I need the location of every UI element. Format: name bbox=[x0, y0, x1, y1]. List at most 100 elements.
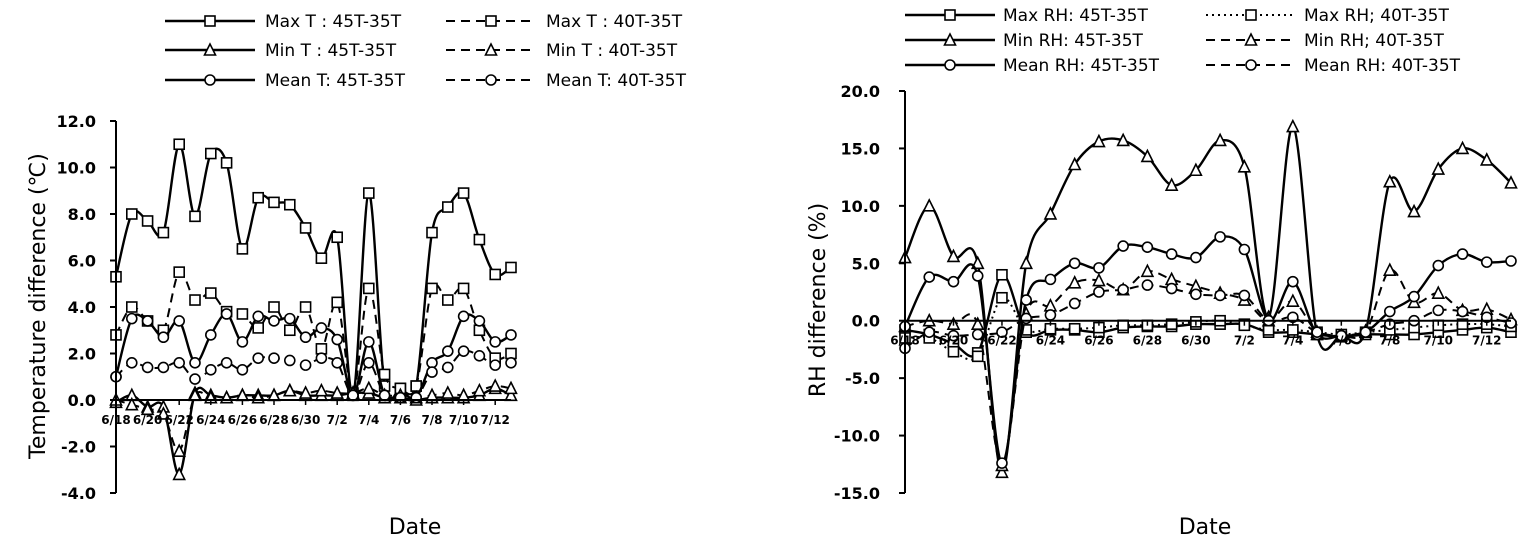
rh-x-tick-label: 7/12 bbox=[1472, 334, 1501, 348]
temperature-series-4-point-11 bbox=[283, 312, 296, 325]
rh-series-2-point-9 bbox=[1116, 132, 1130, 147]
temperature-series-3-point-14 bbox=[330, 385, 344, 399]
temperature-series-1-point-1 bbox=[126, 301, 138, 313]
temperature-series-5-point-16 bbox=[362, 356, 375, 369]
temperature-series-3-point-2 bbox=[140, 401, 155, 416]
rh-series-4-point-25 bbox=[1505, 255, 1517, 267]
rh-x-tick-label: 6/28 bbox=[1133, 334, 1162, 348]
rh-series-5-point-11 bbox=[1165, 282, 1178, 295]
temperature-series-line-0 bbox=[114, 143, 512, 402]
temperature-series-1-point-21 bbox=[441, 294, 454, 306]
temperature-series-4-point-25 bbox=[505, 329, 517, 341]
temperature-series-5-point-23 bbox=[473, 350, 486, 362]
rh-series-5-point-13 bbox=[1214, 289, 1226, 302]
temperature-series-4-point-14 bbox=[331, 333, 344, 346]
temperature-series-3-point-23 bbox=[472, 382, 487, 397]
temperature-x-tick-label: 7/8 bbox=[421, 413, 442, 427]
temperature-y-tick-label: 0.0 bbox=[68, 391, 96, 410]
temperature-series-1-point-14 bbox=[331, 296, 344, 309]
rh-legend-marker-4 bbox=[944, 59, 956, 71]
temperature-series-3-point-11 bbox=[283, 382, 297, 397]
temperature-series-0-point-22 bbox=[457, 187, 470, 199]
temperature-series-1-point-11 bbox=[283, 324, 296, 337]
temperature-series-3-point-12 bbox=[298, 385, 313, 399]
rh-legend-marker-5 bbox=[1245, 59, 1257, 71]
rh-axes: -15.0 -10.0 -5.0 0.0 5.0 10.0 15.0 20.0 6/18 6/20… bbox=[834, 82, 1511, 503]
temperature-series-1-point-6 bbox=[205, 287, 217, 299]
temperature-series-0-point-5 bbox=[189, 210, 201, 223]
temperature-series-4-point-7 bbox=[220, 308, 233, 320]
temperature-series-3-point-4 bbox=[172, 443, 186, 457]
rh-legend-label-3: Min RH; 40T-35T bbox=[1304, 31, 1445, 51]
temperature-x-tick-label: 7/6 bbox=[390, 413, 411, 427]
rh-legend-label-0: Max RH: 45T-35T bbox=[1003, 6, 1148, 26]
temperature-series-0-point-6 bbox=[205, 147, 217, 160]
temperature-series-4-point-3 bbox=[157, 331, 170, 344]
rh-series-2-point-5 bbox=[1019, 255, 1033, 270]
rh-series-5-point-23 bbox=[1456, 305, 1469, 318]
rh-series-2-point-22 bbox=[1431, 161, 1446, 175]
rh-series-2-point-2 bbox=[946, 248, 961, 263]
rh-y-axis-title: RH difference (%) bbox=[806, 203, 831, 397]
rh-series-line-4 bbox=[903, 235, 1512, 465]
temperature-x-axis-title: Date bbox=[389, 515, 442, 540]
rh-legend-label-5: Mean RH: 40T-35T bbox=[1304, 56, 1461, 76]
rh-y-tick-label: 5.0 bbox=[852, 254, 880, 273]
rh-series-4-point-24 bbox=[1480, 256, 1493, 268]
temperature-series-4-point-13 bbox=[315, 322, 328, 334]
temperature-series-4-point-5 bbox=[189, 356, 201, 369]
temperature-y-tick-label: 12.0 bbox=[57, 112, 96, 131]
rh-series-1-point-23 bbox=[1456, 318, 1469, 330]
rh-series-4-point-9 bbox=[1117, 240, 1129, 252]
temperature-series-2-point-4 bbox=[172, 466, 186, 481]
temperature-series-3-point-1 bbox=[125, 396, 139, 411]
temperature-legend-marker-1 bbox=[485, 15, 497, 27]
rh-x-tick-label: 7/2 bbox=[1234, 334, 1255, 348]
temperature-series-1-point-12 bbox=[299, 301, 312, 313]
temperature-legend-label-4: Mean T: 45T-35T bbox=[265, 71, 406, 91]
temperature-series-5-point-9 bbox=[252, 352, 265, 364]
rh-series-4-point-22 bbox=[1432, 259, 1445, 272]
temperature-series-3-point-13 bbox=[314, 382, 329, 397]
temperature-series-5-point-3 bbox=[157, 361, 170, 374]
temperature-series-1-point-20 bbox=[426, 282, 438, 295]
temperature-series-5-point-11 bbox=[283, 354, 296, 367]
rh-series-line-2 bbox=[903, 125, 1512, 474]
rh-series-2-point-21 bbox=[1407, 203, 1421, 218]
temperature-series-5-point-19 bbox=[410, 391, 423, 404]
rh-x-tick-label: 6/18 bbox=[890, 334, 919, 348]
temperature-series-4-point-10 bbox=[268, 315, 280, 327]
temperature-series-5-point-24 bbox=[489, 359, 502, 371]
rh-series-2-point-13 bbox=[1213, 132, 1227, 147]
rh-series-4-point-16 bbox=[1287, 275, 1299, 288]
temperature-series-5-point-22 bbox=[457, 345, 470, 357]
rh-x-tick-label: 7/10 bbox=[1424, 334, 1453, 348]
rh-series-4-point-11 bbox=[1165, 248, 1178, 260]
temperature-x-tick-label: 7/4 bbox=[358, 413, 379, 427]
rh-series-4-point-12 bbox=[1190, 251, 1202, 264]
temperature-legend-label-3: Min T : 40T-35T bbox=[546, 41, 678, 61]
temperature-series-4-point-4 bbox=[173, 315, 185, 327]
rh-series-4-point-13 bbox=[1214, 231, 1226, 243]
temperature-series-5-point-20 bbox=[426, 366, 438, 378]
temperature-axes: -4.0-2.00.02.04.06.08.010.012.06/18 6/20 6… bbox=[57, 112, 511, 503]
temperature-series-5-point-1 bbox=[126, 356, 138, 369]
rh-series-2-point-8 bbox=[1092, 133, 1106, 148]
temperature-legend-marker-0 bbox=[204, 15, 216, 27]
rh-series-2-point-1 bbox=[922, 198, 937, 212]
rh-series-5-point-7 bbox=[1068, 297, 1081, 310]
temperature-series-5-point-13 bbox=[315, 352, 328, 364]
temperature-series-4-point-9 bbox=[252, 310, 265, 323]
rh-series-4-point-4 bbox=[996, 457, 1008, 469]
temperature-series-1-point-16 bbox=[362, 282, 375, 295]
temperature-series-3-point-21 bbox=[441, 385, 455, 399]
temperature-series-4-point-8 bbox=[236, 336, 249, 348]
rh-x-tick-label: 6/22 bbox=[987, 334, 1016, 348]
rh-legend-label-2: Min RH: 45T-35T bbox=[1003, 31, 1144, 51]
rh-series-2-point-3 bbox=[970, 255, 985, 270]
rh-series-2-point-4 bbox=[995, 464, 1009, 479]
temperature-x-tick-label: 7/12 bbox=[480, 413, 509, 427]
temperature-x-tick-label: 6/24 bbox=[196, 413, 225, 427]
temperature-series-0-point-7 bbox=[220, 157, 233, 169]
temperature-series-0-point-16 bbox=[362, 187, 375, 199]
